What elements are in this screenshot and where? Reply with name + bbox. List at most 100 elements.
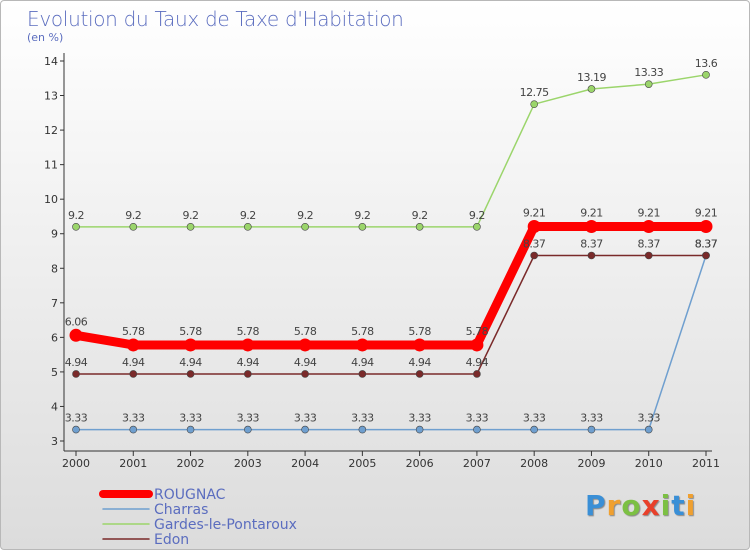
data-label-edon: 4.94 bbox=[294, 356, 317, 369]
data-label-charras: 3.33 bbox=[237, 412, 260, 425]
x-tick-label: 2004 bbox=[291, 457, 319, 470]
data-label-charras: 3.33 bbox=[179, 412, 202, 425]
data-point-charras bbox=[644, 425, 653, 434]
data-point-gardes-le-pontaroux bbox=[72, 223, 80, 231]
legend-label: Charras bbox=[154, 502, 208, 518]
data-label-gardes-le-pontaroux: 9.2 bbox=[240, 209, 256, 222]
logo-letter: o bbox=[621, 489, 642, 522]
data-label-charras: 3.33 bbox=[351, 412, 374, 425]
data-point-gardes-le-pontaroux bbox=[473, 223, 481, 231]
data-label-rougnac: 9.21 bbox=[695, 206, 718, 219]
series-line-rougnac bbox=[71, 221, 711, 350]
y-tick-label: 3 bbox=[51, 435, 58, 448]
x-tick-label: 2000 bbox=[62, 457, 90, 470]
data-point-gardes-le-pontaroux bbox=[186, 223, 195, 231]
data-point-gardes-le-pontaroux bbox=[587, 85, 596, 93]
data-label-edon: 4.94 bbox=[65, 356, 88, 369]
legend-label: ROUGNAC bbox=[154, 487, 226, 503]
data-label-edon: 8.37 bbox=[637, 237, 660, 250]
data-point-edon bbox=[129, 370, 138, 378]
data-label-gardes-le-pontaroux: 9.2 bbox=[354, 209, 370, 222]
data-point-edon bbox=[587, 251, 596, 260]
series-line-edon bbox=[75, 254, 707, 375]
data-point-edon bbox=[358, 370, 367, 378]
x-tick-label: 2008 bbox=[520, 457, 548, 470]
data-point-gardes-le-pontaroux bbox=[301, 223, 309, 231]
data-label-edon: 4.94 bbox=[466, 356, 489, 369]
data-point-rougnac bbox=[470, 338, 484, 352]
data-label-gardes-le-pontaroux: 9.2 bbox=[297, 209, 313, 222]
data-label-rougnac: 9.21 bbox=[580, 206, 603, 219]
data-label-rougnac: 5.78 bbox=[179, 325, 202, 338]
data-label-rougnac: 5.78 bbox=[237, 325, 260, 338]
data-point-edon bbox=[644, 251, 653, 260]
data-point-rougnac bbox=[69, 328, 83, 342]
data-label-edon: 8.37 bbox=[580, 237, 603, 250]
proxiti-logo: Proxiti bbox=[585, 489, 696, 522]
data-point-charras bbox=[473, 425, 481, 434]
logo-letter: t bbox=[671, 489, 686, 522]
data-label-edon: 4.94 bbox=[122, 356, 145, 369]
y-tick-label: 9 bbox=[51, 228, 58, 241]
y-tick-label: 5 bbox=[51, 366, 58, 379]
data-point-rougnac bbox=[126, 338, 140, 352]
chart-unit-label: (en %) bbox=[27, 31, 64, 44]
data-point-charras bbox=[530, 425, 538, 434]
data-label-rougnac: 5.78 bbox=[351, 325, 374, 338]
y-tick-label: 4 bbox=[51, 400, 58, 413]
data-point-charras bbox=[186, 425, 195, 434]
data-point-gardes-le-pontaroux bbox=[415, 223, 424, 231]
y-tick-label: 7 bbox=[51, 297, 58, 310]
data-label-rougnac: 5.78 bbox=[122, 325, 145, 338]
data-point-edon bbox=[415, 370, 424, 378]
data-point-rougnac bbox=[527, 219, 541, 233]
data-point-charras bbox=[587, 425, 596, 434]
x-tick-label: 2002 bbox=[177, 457, 205, 470]
data-point-gardes-le-pontaroux bbox=[530, 100, 538, 108]
data-point-gardes-le-pontaroux bbox=[644, 80, 653, 88]
data-point-edon bbox=[301, 370, 309, 378]
data-point-rougnac bbox=[413, 338, 427, 352]
legend-label: Gardes-le-Pontaroux bbox=[154, 517, 297, 533]
data-label-edon: 8.37 bbox=[523, 237, 546, 250]
data-point-rougnac bbox=[355, 338, 369, 352]
data-label-charras: 3.33 bbox=[122, 412, 145, 425]
data-point-charras bbox=[72, 425, 80, 434]
x-tick-label: 2009 bbox=[577, 457, 605, 470]
data-label-edon: 8.37 bbox=[695, 237, 718, 250]
data-point-rougnac bbox=[584, 219, 598, 233]
data-label-edon: 4.94 bbox=[351, 356, 374, 369]
data-point-charras bbox=[301, 425, 309, 434]
y-tick-label: 13 bbox=[44, 90, 58, 103]
y-tick-label: 10 bbox=[44, 193, 58, 206]
logo-letter: i bbox=[685, 489, 697, 522]
data-point-rougnac bbox=[298, 338, 312, 352]
data-label-charras: 3.33 bbox=[523, 412, 546, 425]
data-label-charras: 3.33 bbox=[580, 412, 603, 425]
data-label-charras: 3.33 bbox=[294, 412, 317, 425]
data-point-gardes-le-pontaroux bbox=[129, 223, 138, 231]
data-label-gardes-le-pontaroux: 12.75 bbox=[520, 86, 549, 99]
x-tick-label: 2006 bbox=[406, 457, 434, 470]
data-point-charras bbox=[244, 425, 252, 434]
data-point-gardes-le-pontaroux bbox=[358, 223, 367, 231]
data-point-charras bbox=[129, 425, 138, 434]
data-point-edon bbox=[473, 370, 481, 378]
logo-letter: i bbox=[660, 489, 672, 522]
data-label-rougnac: 9.21 bbox=[523, 206, 546, 219]
data-label-gardes-le-pontaroux: 9.2 bbox=[469, 209, 485, 222]
data-label-rougnac: 9.21 bbox=[637, 206, 660, 219]
x-tick-label: 2010 bbox=[635, 457, 663, 470]
chart-title: Evolution du Taux de Taxe d'Habitation bbox=[27, 7, 404, 31]
y-tick-label: 12 bbox=[44, 124, 58, 137]
data-label-gardes-le-pontaroux: 9.2 bbox=[68, 209, 84, 222]
data-point-rougnac bbox=[642, 219, 656, 233]
data-label-gardes-le-pontaroux: 13.6 bbox=[695, 57, 718, 70]
data-label-charras: 3.33 bbox=[637, 412, 660, 425]
y-tick-label: 6 bbox=[51, 331, 58, 344]
data-label-edon: 4.94 bbox=[237, 356, 260, 369]
data-label-gardes-le-pontaroux: 9.2 bbox=[125, 209, 141, 222]
x-tick-label: 2003 bbox=[234, 457, 262, 470]
